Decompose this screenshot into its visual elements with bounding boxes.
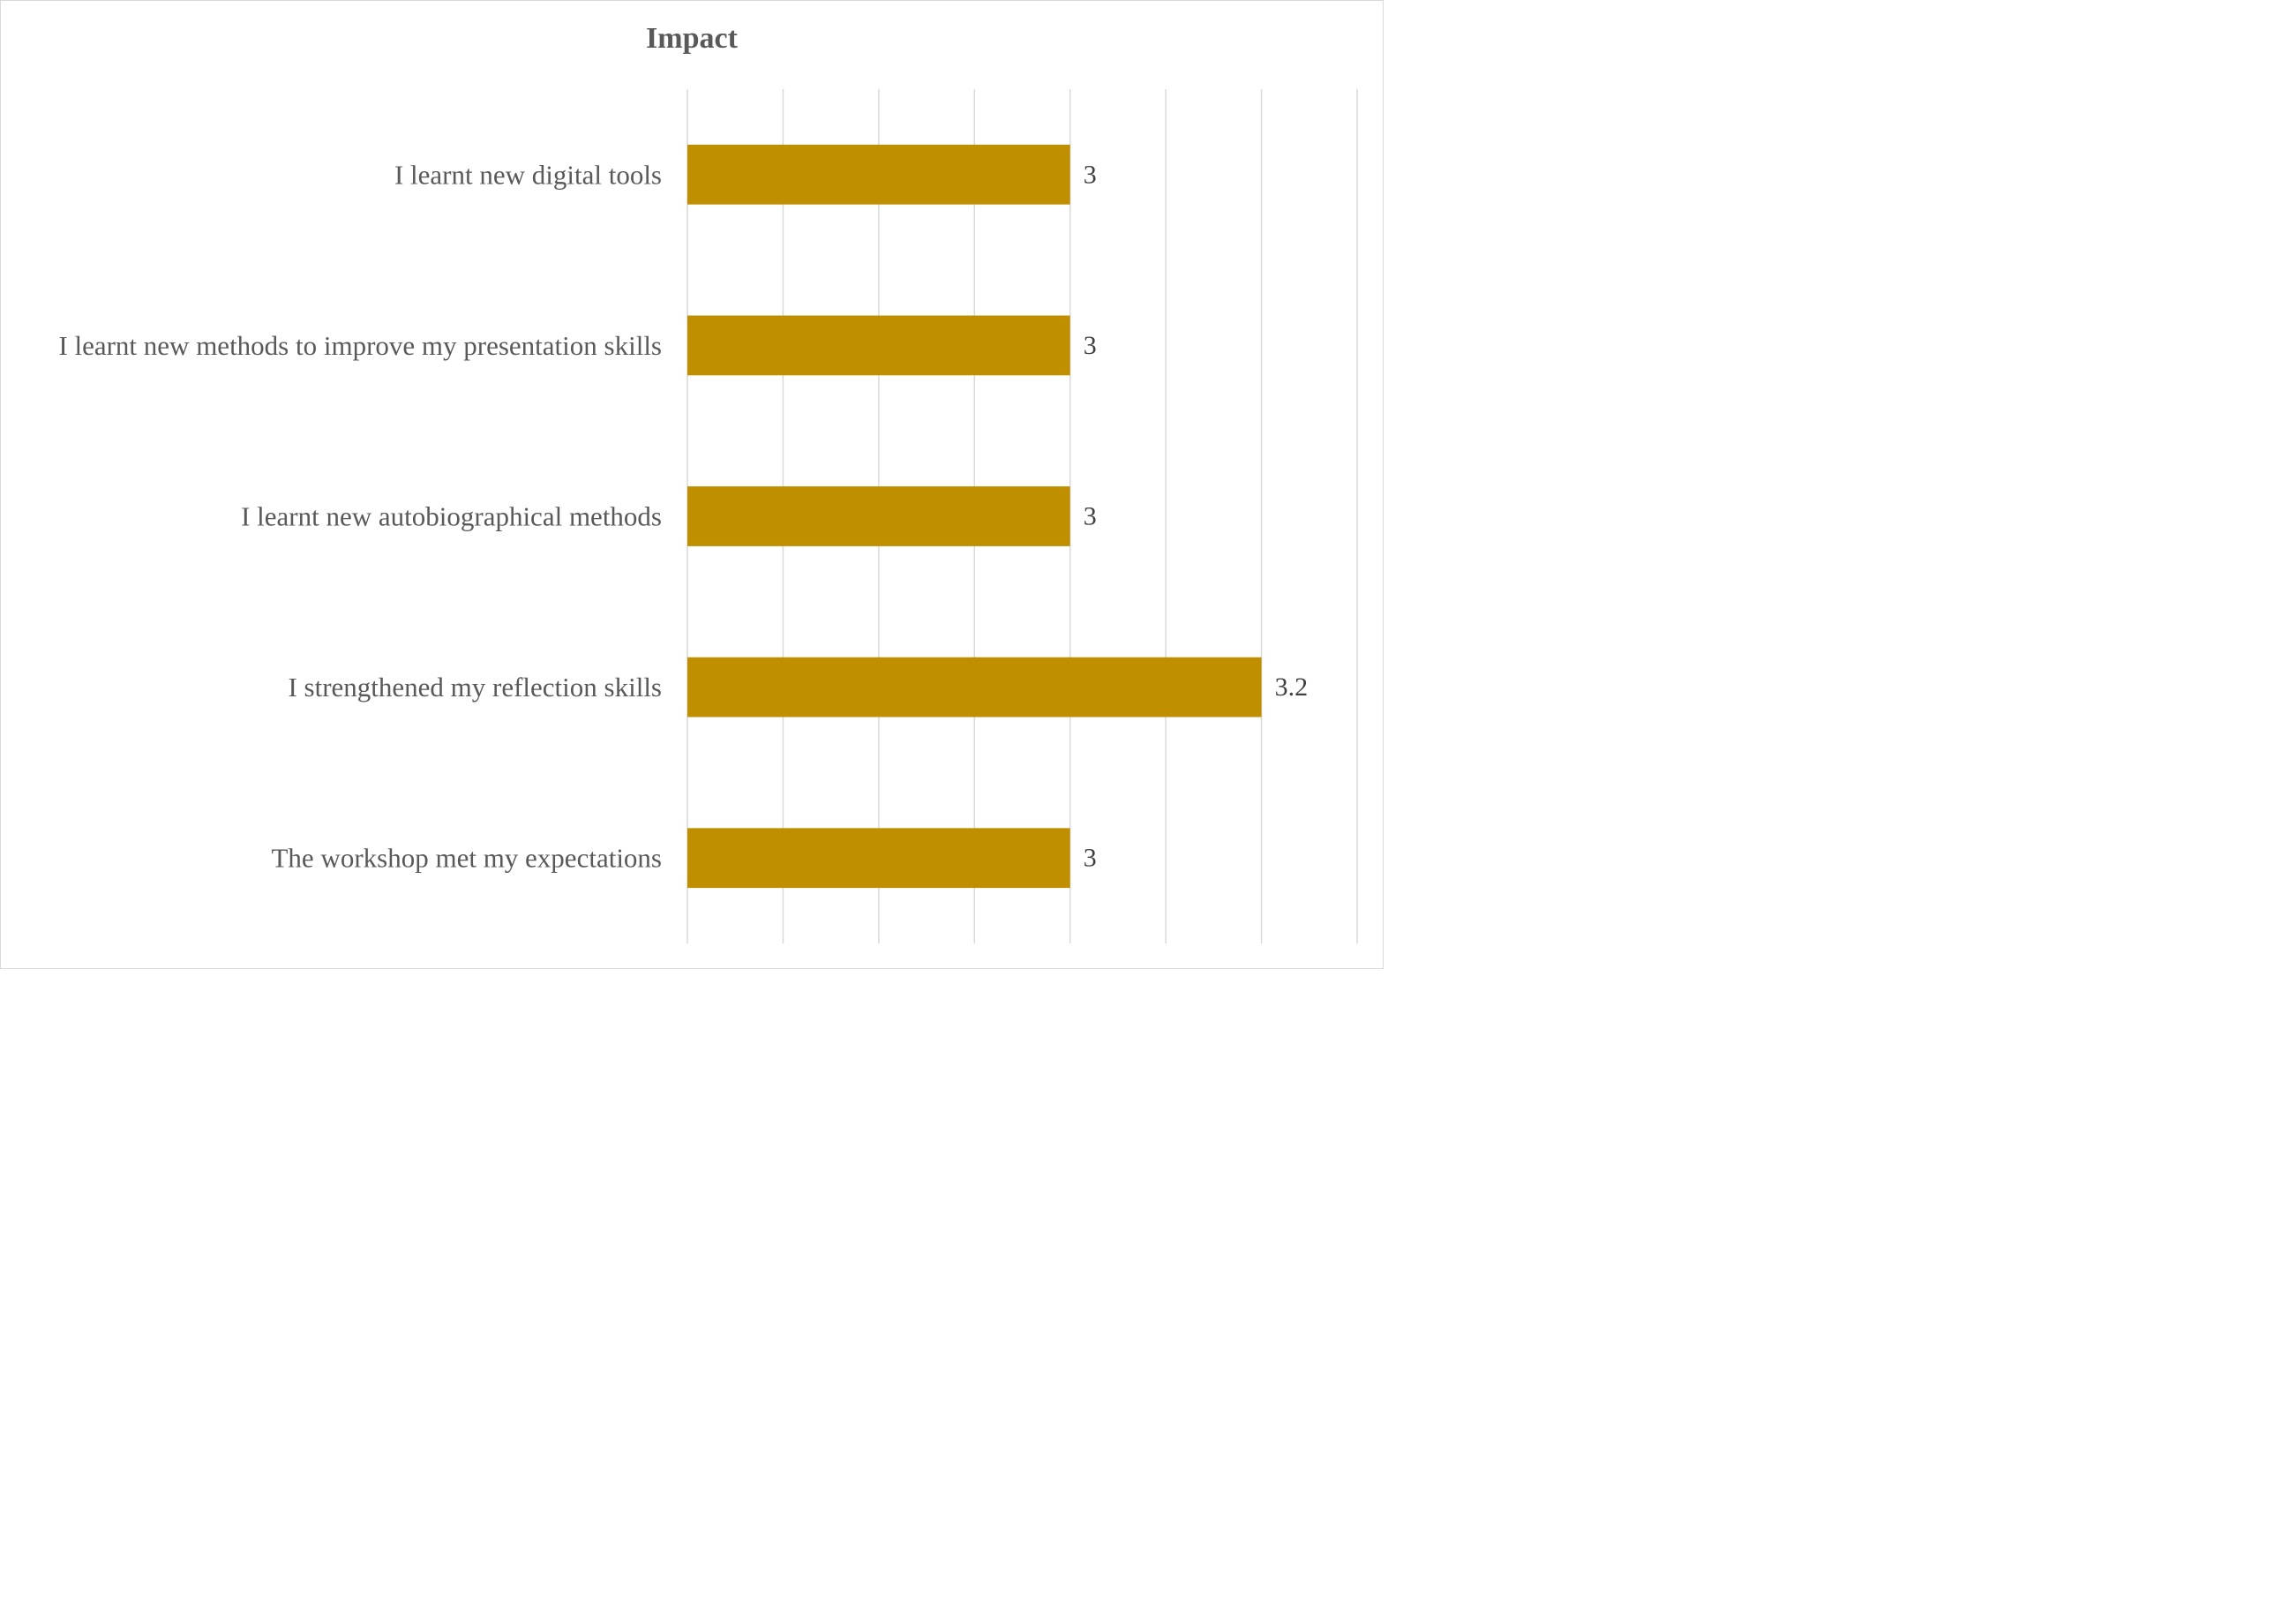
data-label: 3: [1084, 160, 1097, 189]
labels: I learnt new digital tools 3 I learnt new …: [58, 159, 1308, 873]
bar: [687, 486, 1070, 546]
chart-frame: Impact I learnt new digital tools 3 I lear…: [0, 0, 1384, 969]
category-label: I learnt new digital tools: [394, 159, 662, 190]
data-label: 3.2: [1275, 673, 1309, 702]
bar: [687, 144, 1070, 205]
data-label: 3: [1084, 502, 1097, 531]
category-label: The workshop met my expectations: [271, 843, 662, 874]
bar: [687, 828, 1070, 889]
bar: [687, 315, 1070, 376]
data-label: 3: [1084, 331, 1097, 360]
bars: [687, 144, 1262, 889]
chart-title: Impact: [646, 22, 738, 55]
chart-plot: I learnt new digital tools 3 I learnt new …: [58, 89, 1358, 943]
category-label: I strengthened my reflection skills: [288, 672, 662, 703]
category-label: I learnt new methods to improve my prese…: [58, 330, 662, 361]
bar: [687, 657, 1262, 718]
category-label: I learnt new autobiographical methods: [241, 501, 662, 532]
data-label: 3: [1084, 844, 1097, 873]
